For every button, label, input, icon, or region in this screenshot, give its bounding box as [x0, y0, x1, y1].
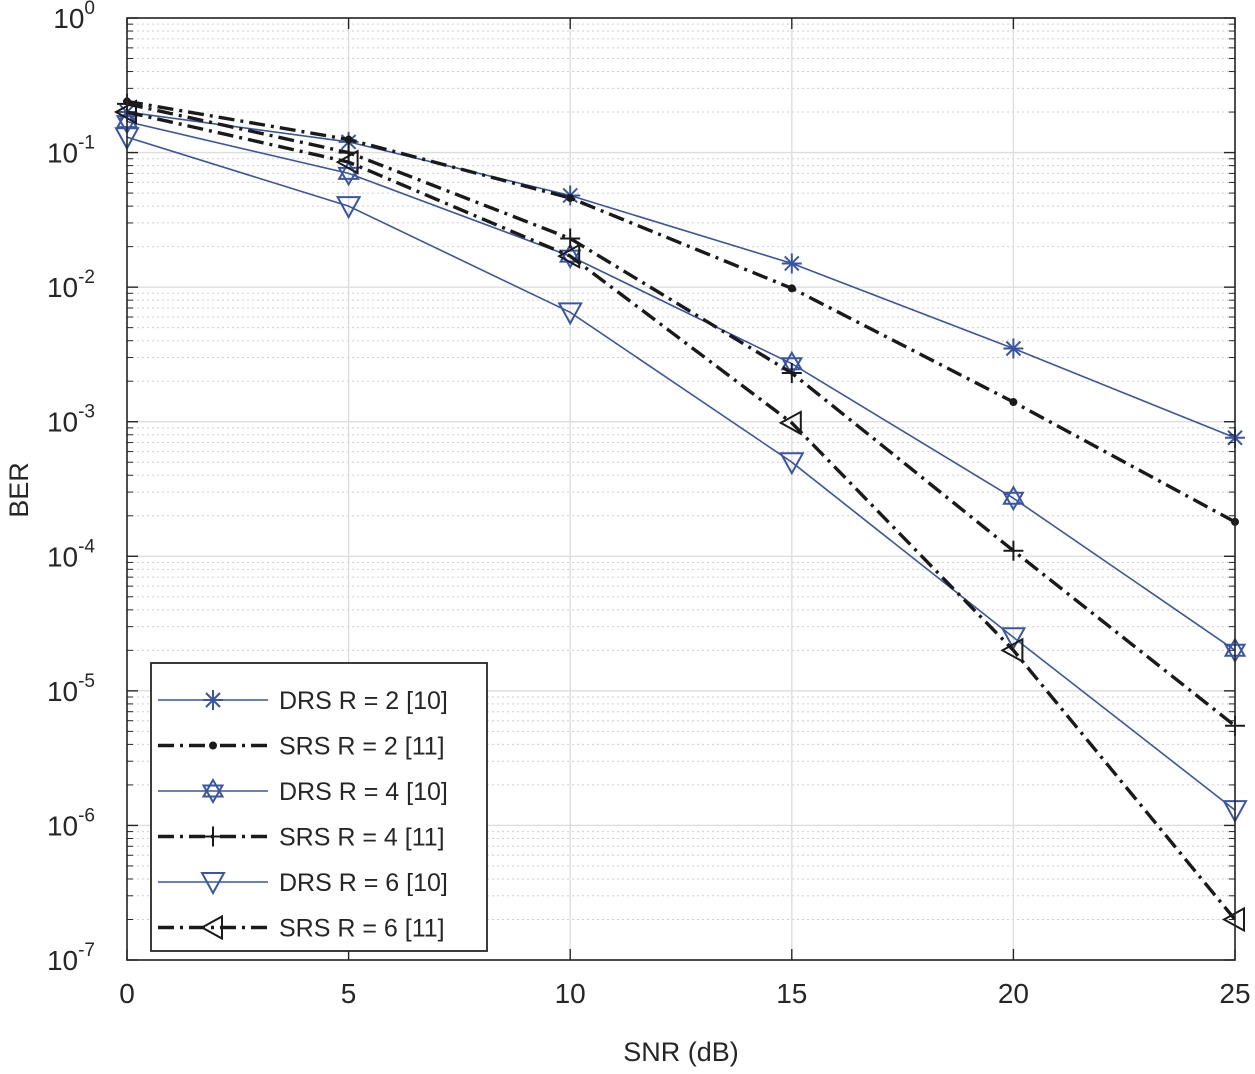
data-point: [779, 452, 805, 476]
data-point: [1221, 906, 1245, 933]
y-tick-label: 10-1: [47, 133, 95, 169]
legend-entry: DRS R = 4 [10]: [158, 777, 448, 806]
x-tick-label: 25: [1219, 978, 1250, 1009]
series-line: [126, 102, 1237, 728]
data-point: [344, 135, 353, 144]
series-line: [126, 111, 1236, 439]
legend-marker: [201, 777, 225, 805]
y-axis-label: BER: [4, 462, 34, 518]
legend-marker: [199, 914, 223, 941]
legend-label: DRS R = 4 [10]: [279, 778, 448, 806]
legend-label: SRS R = 6 [11]: [279, 915, 445, 943]
series-line: [126, 120, 1236, 651]
data-point: [781, 253, 802, 274]
legend-marker: [203, 826, 223, 847]
x-tick-label: 15: [776, 978, 807, 1009]
legend-label: SRS R = 2 [11]: [279, 733, 445, 761]
x-tick-label: 10: [555, 978, 586, 1009]
data-point: [557, 302, 583, 326]
series-layer: [113, 93, 1248, 933]
data-point: [1000, 627, 1027, 651]
data-point: [566, 193, 575, 202]
legend-label: DRS R = 2 [10]: [279, 687, 448, 715]
legend-entry: SRS R = 2 [11]: [158, 733, 445, 761]
data-point: [113, 99, 137, 125]
x-tick-label: 5: [341, 978, 357, 1009]
x-tick-label: 0: [119, 978, 135, 1009]
legend-entry: SRS R = 6 [11]: [158, 915, 445, 943]
plot-frame: [126, 17, 1236, 961]
x-tick-label: 20: [998, 978, 1029, 1009]
legend-label: DRS R = 6 [10]: [279, 869, 448, 897]
x-tick-labels: 0 5 10 15 20 25: [119, 978, 1250, 1009]
legend-box: [150, 662, 488, 952]
y-tick-label: 10-7: [47, 940, 95, 976]
series-6: [113, 99, 1245, 933]
series-line: [126, 99, 1236, 524]
data-point: [1009, 398, 1018, 407]
legend-entry: DRS R = 6 [10]: [158, 869, 448, 897]
legend-entry: SRS R = 4 [11]: [158, 824, 445, 852]
legend-label: SRS R = 4 [11]: [279, 824, 445, 852]
legend-entry: DRS R = 2 [10]: [158, 687, 448, 715]
data-point: [787, 284, 796, 293]
data-point: [335, 196, 362, 220]
data-point: [778, 410, 802, 436]
data-point: [557, 243, 581, 269]
data-point: [781, 363, 802, 384]
series-line: [126, 136, 1236, 811]
x-axis-label: SNR (dB): [623, 1037, 739, 1067]
y-tick-label: 10-2: [47, 267, 95, 303]
legend-marker: [209, 741, 217, 750]
y-tick-label: 10-6: [47, 805, 95, 841]
data-point: [1002, 485, 1025, 512]
tick-marks: [126, 17, 1236, 961]
y-tick-labels: 100 10-1 10-2 10-3 10-4 10-5 10-6 10-7: [47, 0, 95, 976]
y-tick-label: 10-4: [47, 536, 95, 572]
series-2: [123, 97, 1239, 526]
data-point: [1003, 540, 1024, 561]
y-tick-label: 10-5: [47, 671, 95, 707]
legend: DRS R = 2 [10] SRS R = 2 [11] DRS R = 4 [1…: [150, 662, 488, 952]
data-point: [1000, 637, 1024, 664]
data-point: [1003, 338, 1024, 359]
data-point: [335, 149, 359, 175]
data-point: [560, 228, 581, 249]
series-line: [126, 110, 1237, 921]
legend-marker: [200, 872, 226, 896]
legend-marker: [203, 690, 223, 710]
y-tick-label: 100: [53, 0, 95, 34]
y-tick-label: 10-3: [47, 402, 95, 438]
